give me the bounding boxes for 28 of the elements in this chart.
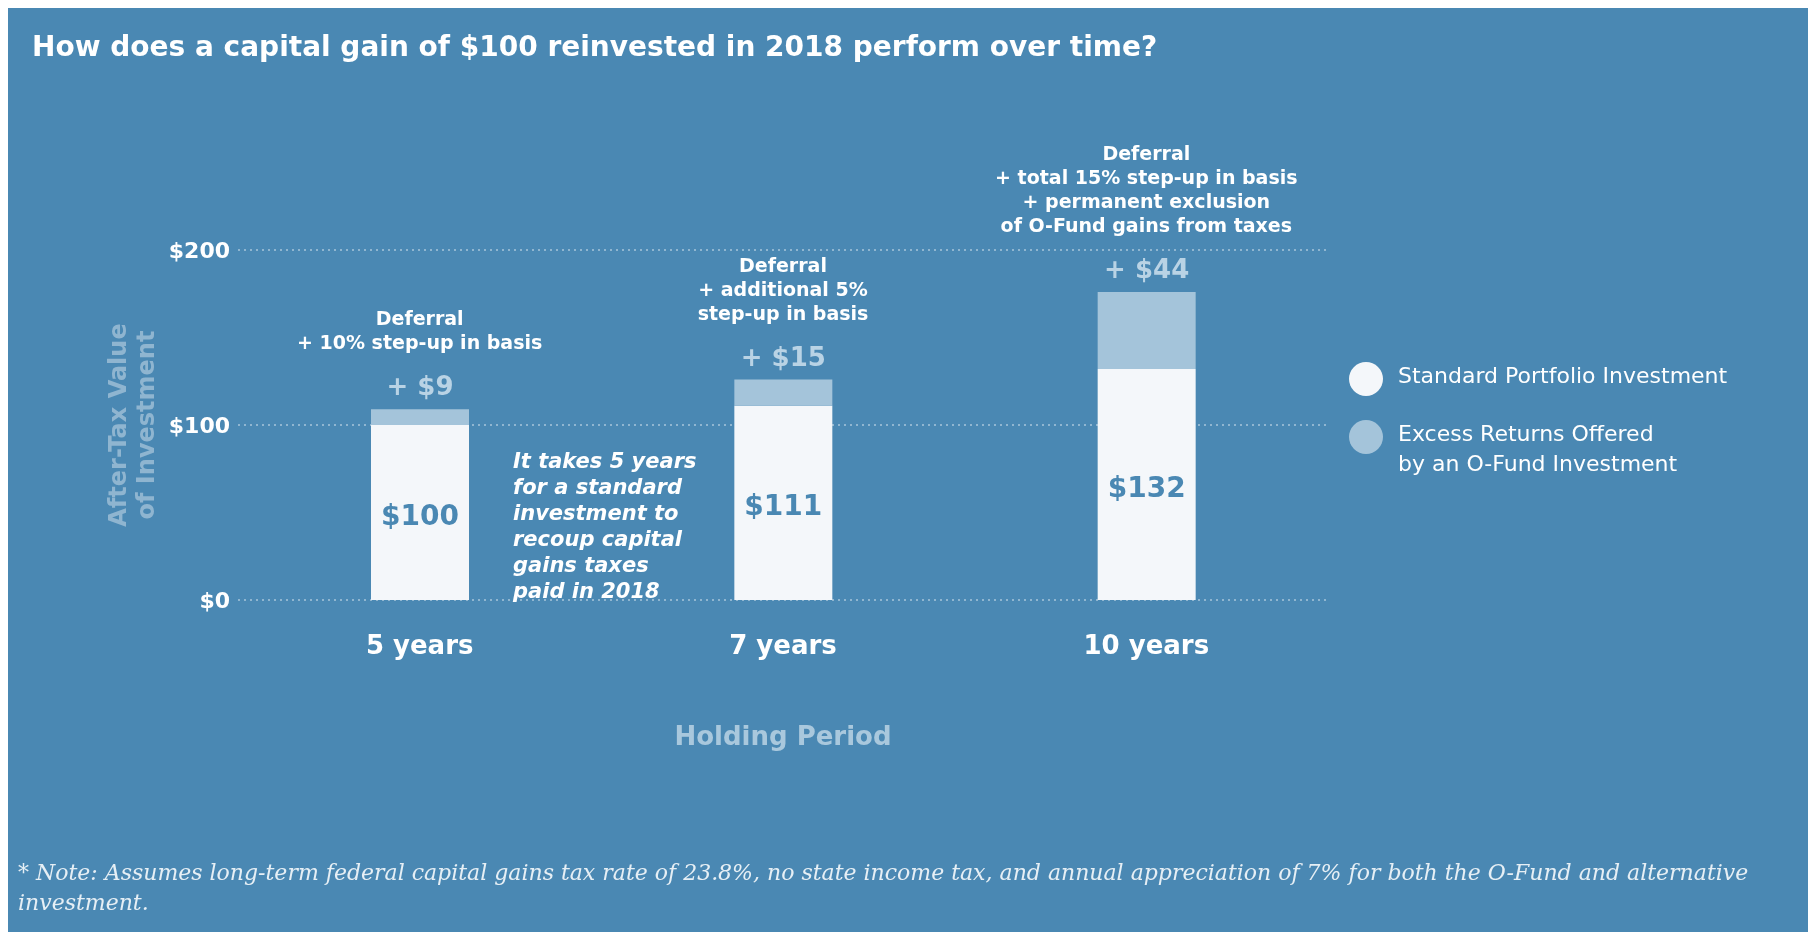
y-tick-label: $100 <box>168 412 230 438</box>
y-tick-label: $0 <box>199 587 230 613</box>
data-label: + $9 <box>386 371 454 402</box>
x-tick-label: 5 years <box>365 630 474 661</box>
bar <box>371 409 469 425</box>
text: * Note: Assumes long-term federal capital gains tax rate of 23.8%, no state income tax, and annual appreciation of 7% for both the O-Fund and alternative investment. <box>18 859 1750 917</box>
annotation: Deferral + additional 5% step-up in basis <box>697 253 869 324</box>
x-tick-label: 10 years <box>1083 630 1210 661</box>
x-axis-title: Holding Period <box>674 721 892 751</box>
bar <box>734 379 833 406</box>
annotation: Deferral + 10% step-up in basis <box>296 307 543 354</box>
y-tick-label: $200 <box>168 237 230 263</box>
bar <box>1097 369 1196 600</box>
annotation: It takes 5 years for a standard investment to recoup capital gains taxes paid in 2018 <box>513 448 697 604</box>
bar <box>1097 292 1196 369</box>
bar <box>371 425 469 600</box>
legend-label: Excess Returns Offered by an O-Fund Investment <box>1398 420 1678 478</box>
chart-title: How does a capital gain of $100 reinvested in 2018 perform over time? <box>31 29 1159 65</box>
data-label: $111 <box>744 488 823 522</box>
legend-label: Standard Portfolio Investment <box>1398 362 1728 390</box>
y-axis-title: After-Tax Value of Investment <box>104 323 160 527</box>
x-tick-label: 7 years <box>729 630 837 661</box>
data-label: + $15 <box>740 341 826 372</box>
data-label: $132 <box>1107 470 1186 504</box>
data-label: $100 <box>381 498 459 532</box>
bar <box>734 405 833 600</box>
annotation: Deferral + total 15% step-up in basis + permanent exclusion of O-Fund gains from taxes <box>995 142 1298 236</box>
data-label: + $44 <box>1104 254 1190 284</box>
